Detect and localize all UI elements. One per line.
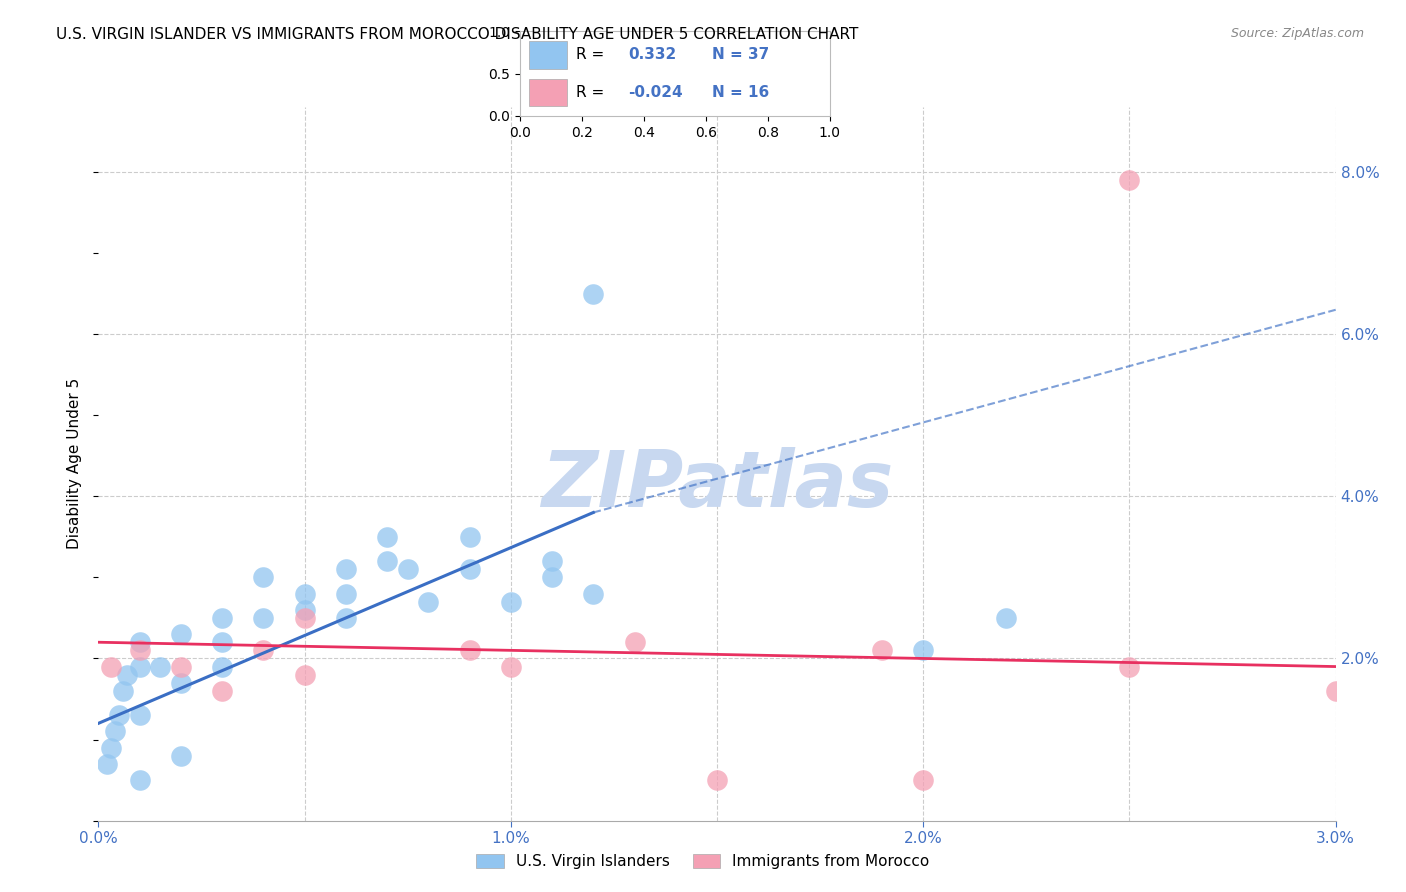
Point bbox=[128, 635, 150, 649]
Point bbox=[458, 643, 481, 657]
Point bbox=[252, 643, 274, 657]
Point bbox=[211, 659, 233, 673]
Point bbox=[582, 286, 605, 301]
Point bbox=[541, 554, 564, 568]
Point bbox=[294, 586, 316, 600]
Point bbox=[396, 562, 419, 576]
Point bbox=[458, 562, 481, 576]
Point bbox=[499, 595, 522, 609]
Point bbox=[582, 586, 605, 600]
Point bbox=[170, 675, 193, 690]
Text: R =: R = bbox=[576, 47, 605, 62]
Point bbox=[912, 643, 935, 657]
Point bbox=[1118, 659, 1140, 673]
Point bbox=[100, 659, 122, 673]
Point bbox=[252, 611, 274, 625]
Text: N = 16: N = 16 bbox=[711, 85, 769, 100]
Y-axis label: Disability Age Under 5: Disability Age Under 5 bbox=[67, 378, 83, 549]
Point bbox=[335, 611, 357, 625]
Text: R =: R = bbox=[576, 85, 605, 100]
FancyBboxPatch shape bbox=[530, 78, 567, 106]
Text: U.S. VIRGIN ISLANDER VS IMMIGRANTS FROM MOROCCO DISABILITY AGE UNDER 5 CORRELATI: U.S. VIRGIN ISLANDER VS IMMIGRANTS FROM … bbox=[56, 27, 859, 42]
Point bbox=[418, 595, 440, 609]
Point bbox=[458, 530, 481, 544]
Point bbox=[252, 570, 274, 584]
Point bbox=[706, 773, 728, 788]
Point bbox=[104, 724, 127, 739]
Point bbox=[128, 659, 150, 673]
Point bbox=[294, 603, 316, 617]
Point bbox=[211, 684, 233, 698]
Legend: U.S. Virgin Islanders, Immigrants from Morocco: U.S. Virgin Islanders, Immigrants from M… bbox=[470, 848, 936, 875]
Point bbox=[112, 684, 135, 698]
Text: 0.332: 0.332 bbox=[628, 47, 676, 62]
Point bbox=[623, 635, 645, 649]
Point bbox=[108, 708, 131, 723]
Point bbox=[128, 643, 150, 657]
Point bbox=[912, 773, 935, 788]
Point bbox=[1324, 684, 1347, 698]
Point bbox=[294, 611, 316, 625]
Point bbox=[170, 659, 193, 673]
Point bbox=[541, 570, 564, 584]
FancyBboxPatch shape bbox=[530, 41, 567, 69]
Point bbox=[128, 708, 150, 723]
Point bbox=[170, 748, 193, 763]
Point bbox=[211, 635, 233, 649]
Point bbox=[499, 659, 522, 673]
Point bbox=[100, 740, 122, 755]
Point bbox=[335, 562, 357, 576]
Point bbox=[870, 643, 893, 657]
Point bbox=[149, 659, 172, 673]
Point bbox=[170, 627, 193, 641]
Point bbox=[994, 611, 1017, 625]
Text: N = 37: N = 37 bbox=[711, 47, 769, 62]
Point bbox=[294, 667, 316, 681]
Text: -0.024: -0.024 bbox=[628, 85, 683, 100]
Point bbox=[128, 773, 150, 788]
Text: Source: ZipAtlas.com: Source: ZipAtlas.com bbox=[1230, 27, 1364, 40]
Text: ZIPatlas: ZIPatlas bbox=[541, 447, 893, 524]
Point bbox=[96, 756, 118, 771]
Point bbox=[375, 554, 398, 568]
Point bbox=[1118, 173, 1140, 187]
Point bbox=[335, 586, 357, 600]
Point bbox=[211, 611, 233, 625]
Point bbox=[117, 667, 139, 681]
Point bbox=[375, 530, 398, 544]
